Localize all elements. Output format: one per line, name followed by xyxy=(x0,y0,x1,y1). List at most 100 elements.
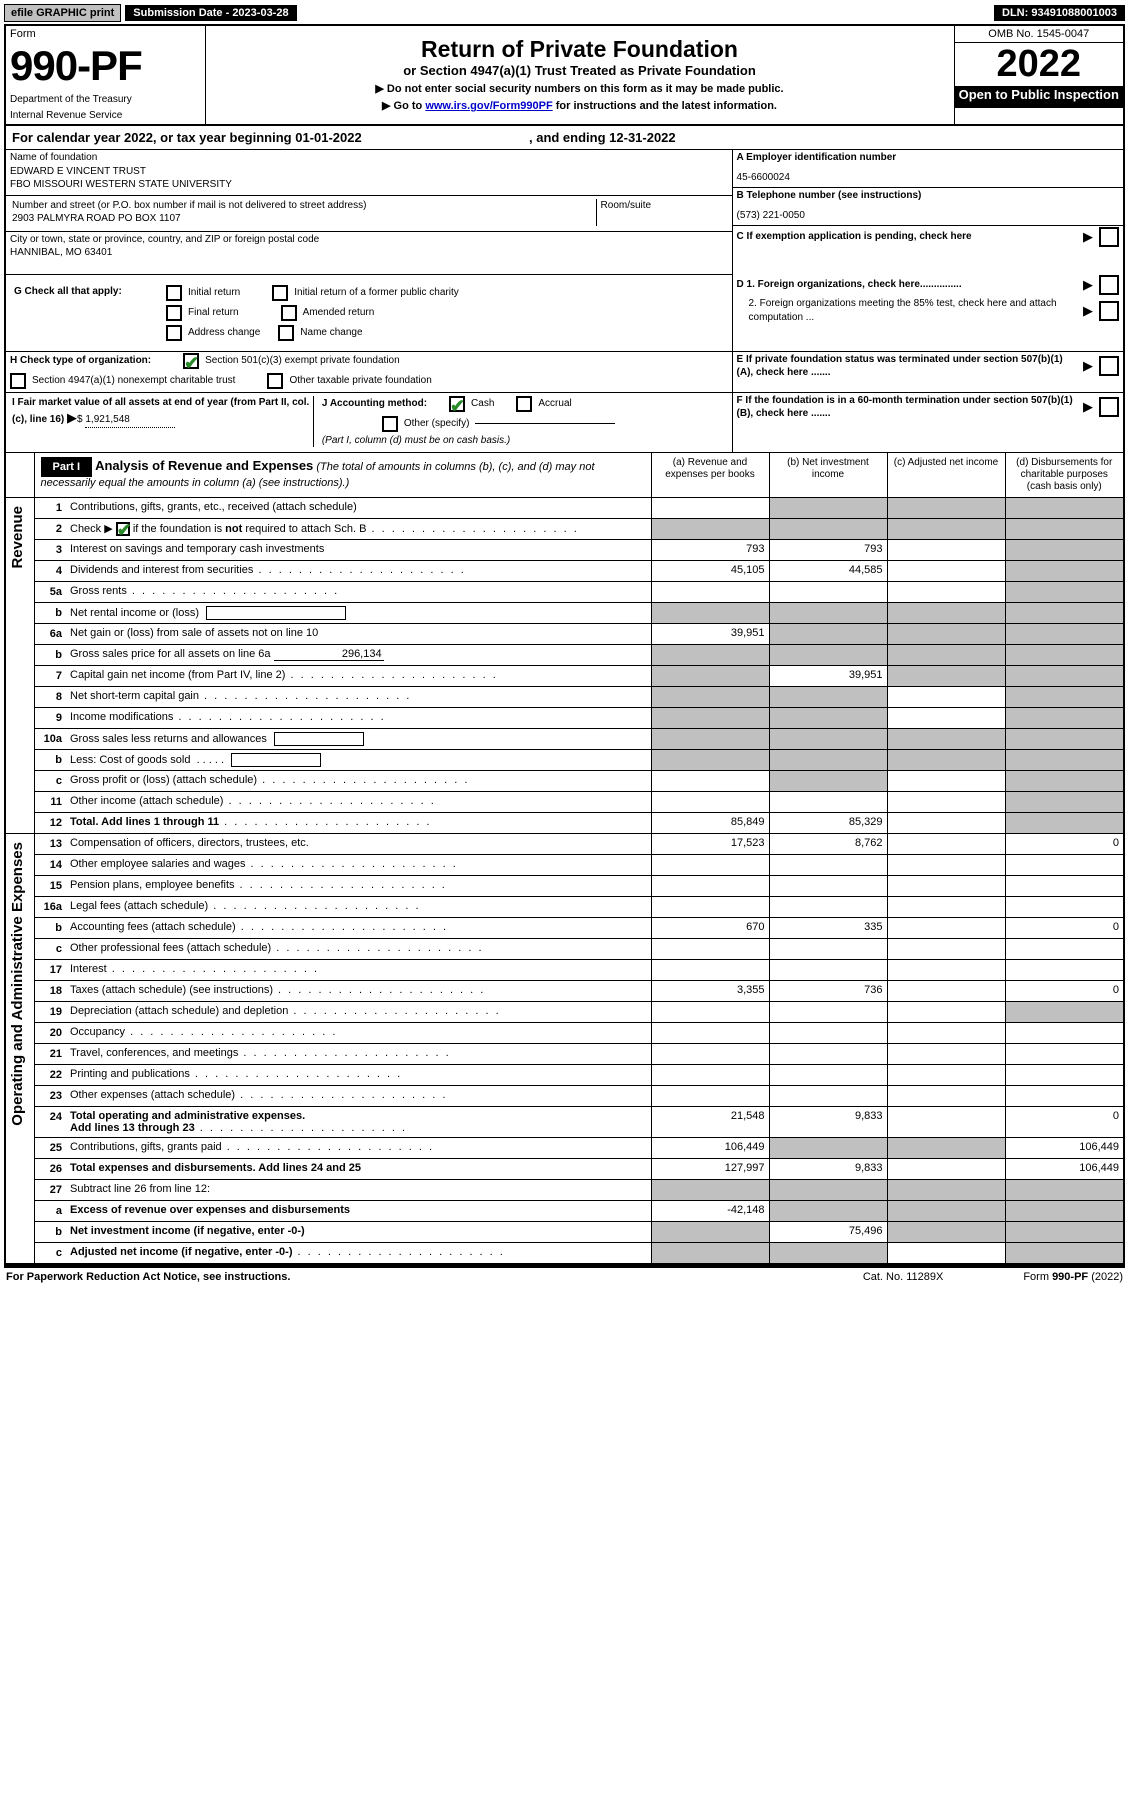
j-cash-checkbox[interactable] xyxy=(449,396,465,412)
line-num: 13 xyxy=(34,834,68,855)
tax-year: 2022 xyxy=(955,43,1124,86)
col-c xyxy=(887,561,1005,582)
col-d xyxy=(1005,666,1123,687)
g-initial-charity-checkbox[interactable] xyxy=(272,285,288,301)
col-c xyxy=(887,981,1005,1002)
col-b xyxy=(769,1086,887,1107)
col-b xyxy=(769,1138,887,1159)
col-d xyxy=(1005,729,1123,750)
col-a xyxy=(651,1065,769,1086)
addr-value: 2903 PALMYRA ROAD PO BOX 1107 xyxy=(12,212,594,226)
col-c xyxy=(887,1044,1005,1065)
j-accrual-checkbox[interactable] xyxy=(516,396,532,412)
line-num: 5a xyxy=(34,582,68,603)
g-initial-label: Initial return xyxy=(188,286,240,300)
line-desc: Total expenses and disbursements. Add li… xyxy=(68,1159,651,1180)
col-d xyxy=(1005,1086,1123,1107)
col-a: 127,997 xyxy=(651,1159,769,1180)
line-num: 3 xyxy=(34,540,68,561)
col-a-hdr: (a) Revenue and expenses per books xyxy=(651,453,769,498)
g-label: G Check all that apply: xyxy=(14,285,164,341)
line-num: b xyxy=(34,918,68,939)
h-other-checkbox[interactable] xyxy=(267,373,283,389)
col-a xyxy=(651,771,769,792)
d1-checkbox[interactable] xyxy=(1099,275,1119,295)
line-desc: Total operating and administrative expen… xyxy=(68,1107,651,1138)
col-d xyxy=(1005,792,1123,813)
g-name-label: Name change xyxy=(300,326,362,340)
part-1-title: Analysis of Revenue and Expenses xyxy=(95,458,313,473)
col-c xyxy=(887,1138,1005,1159)
g-addr-checkbox[interactable] xyxy=(166,325,182,341)
f-checkbox[interactable] xyxy=(1099,397,1119,417)
col-a xyxy=(651,939,769,960)
col-c xyxy=(887,1159,1005,1180)
line-desc: Legal fees (attach schedule) xyxy=(68,897,651,918)
line-num: 27 xyxy=(34,1180,68,1201)
col-c xyxy=(887,624,1005,645)
col-d xyxy=(1005,1180,1123,1201)
col-c xyxy=(887,582,1005,603)
col-d xyxy=(1005,771,1123,792)
line-num: 6a xyxy=(34,624,68,645)
line-desc: Contributions, gifts, grants, etc., rece… xyxy=(68,498,651,519)
line-num: c xyxy=(34,771,68,792)
col-d xyxy=(1005,603,1123,624)
col-a: 85,849 xyxy=(651,813,769,834)
foundation-name-1: EDWARD E VINCENT TRUST xyxy=(10,165,728,179)
d2-checkbox[interactable] xyxy=(1099,301,1119,321)
line-desc: Total. Add lines 1 through 11 xyxy=(68,813,651,834)
col-b xyxy=(769,603,887,624)
line-num: b xyxy=(34,603,68,624)
h-label: H Check type of organization: xyxy=(10,354,151,368)
i-fmv-value: 1,921,548 xyxy=(85,413,175,428)
line-desc: Depreciation (attach schedule) and deple… xyxy=(68,1002,651,1023)
e-checkbox[interactable] xyxy=(1099,356,1119,376)
g-final-checkbox[interactable] xyxy=(166,305,182,321)
col-a: 39,951 xyxy=(651,624,769,645)
h-501c3-label: Section 501(c)(3) exempt private foundat… xyxy=(205,354,400,368)
j-other-checkbox[interactable] xyxy=(382,416,398,432)
col-b xyxy=(769,939,887,960)
col-c xyxy=(887,1243,1005,1264)
g-final-label: Final return xyxy=(188,306,239,320)
h-501c3-checkbox[interactable] xyxy=(183,353,199,369)
line-desc: Pension plans, employee benefits xyxy=(68,876,651,897)
form-subtitle: or Section 4947(a)(1) Trust Treated as P… xyxy=(210,63,950,78)
g-name-checkbox[interactable] xyxy=(278,325,294,341)
line-desc: Gross profit or (loss) (attach schedule) xyxy=(68,771,651,792)
col-c xyxy=(887,540,1005,561)
j-other-label: Other (specify) xyxy=(404,417,470,431)
line-num: 14 xyxy=(34,855,68,876)
col-d xyxy=(1005,645,1123,666)
part-1-bar: Part I xyxy=(41,457,93,477)
arrow-icon: ▶ xyxy=(1083,276,1093,294)
irs-link[interactable]: www.irs.gov/Form990PF xyxy=(425,100,552,112)
col-d xyxy=(1005,855,1123,876)
col-a xyxy=(651,666,769,687)
col-c xyxy=(887,918,1005,939)
line-desc: Subtract line 26 from line 12: xyxy=(68,1180,651,1201)
phone-label: B Telephone number (see instructions) xyxy=(737,189,1119,203)
g-amended-checkbox[interactable] xyxy=(281,305,297,321)
col-b: 8,762 xyxy=(769,834,887,855)
omb-number: OMB No. 1545-0047 xyxy=(955,26,1124,43)
line-num: a xyxy=(34,1201,68,1222)
h-4947-checkbox[interactable] xyxy=(10,373,26,389)
col-a xyxy=(651,1002,769,1023)
line-num: 23 xyxy=(34,1086,68,1107)
col-c xyxy=(887,876,1005,897)
col-c xyxy=(887,729,1005,750)
col-b xyxy=(769,1180,887,1201)
col-a xyxy=(651,1086,769,1107)
j-label: J Accounting method: xyxy=(322,397,427,411)
col-a xyxy=(651,645,769,666)
g-addr-label: Address change xyxy=(188,326,260,340)
g-initial-checkbox[interactable] xyxy=(166,285,182,301)
col-d: 0 xyxy=(1005,1107,1123,1138)
col-b: 75,496 xyxy=(769,1222,887,1243)
c-pending-checkbox[interactable] xyxy=(1099,227,1119,247)
cat-no: Cat. No. 11289X xyxy=(863,1271,944,1283)
line-desc: Gross sales less returns and allowances xyxy=(68,729,651,750)
line-num: 19 xyxy=(34,1002,68,1023)
